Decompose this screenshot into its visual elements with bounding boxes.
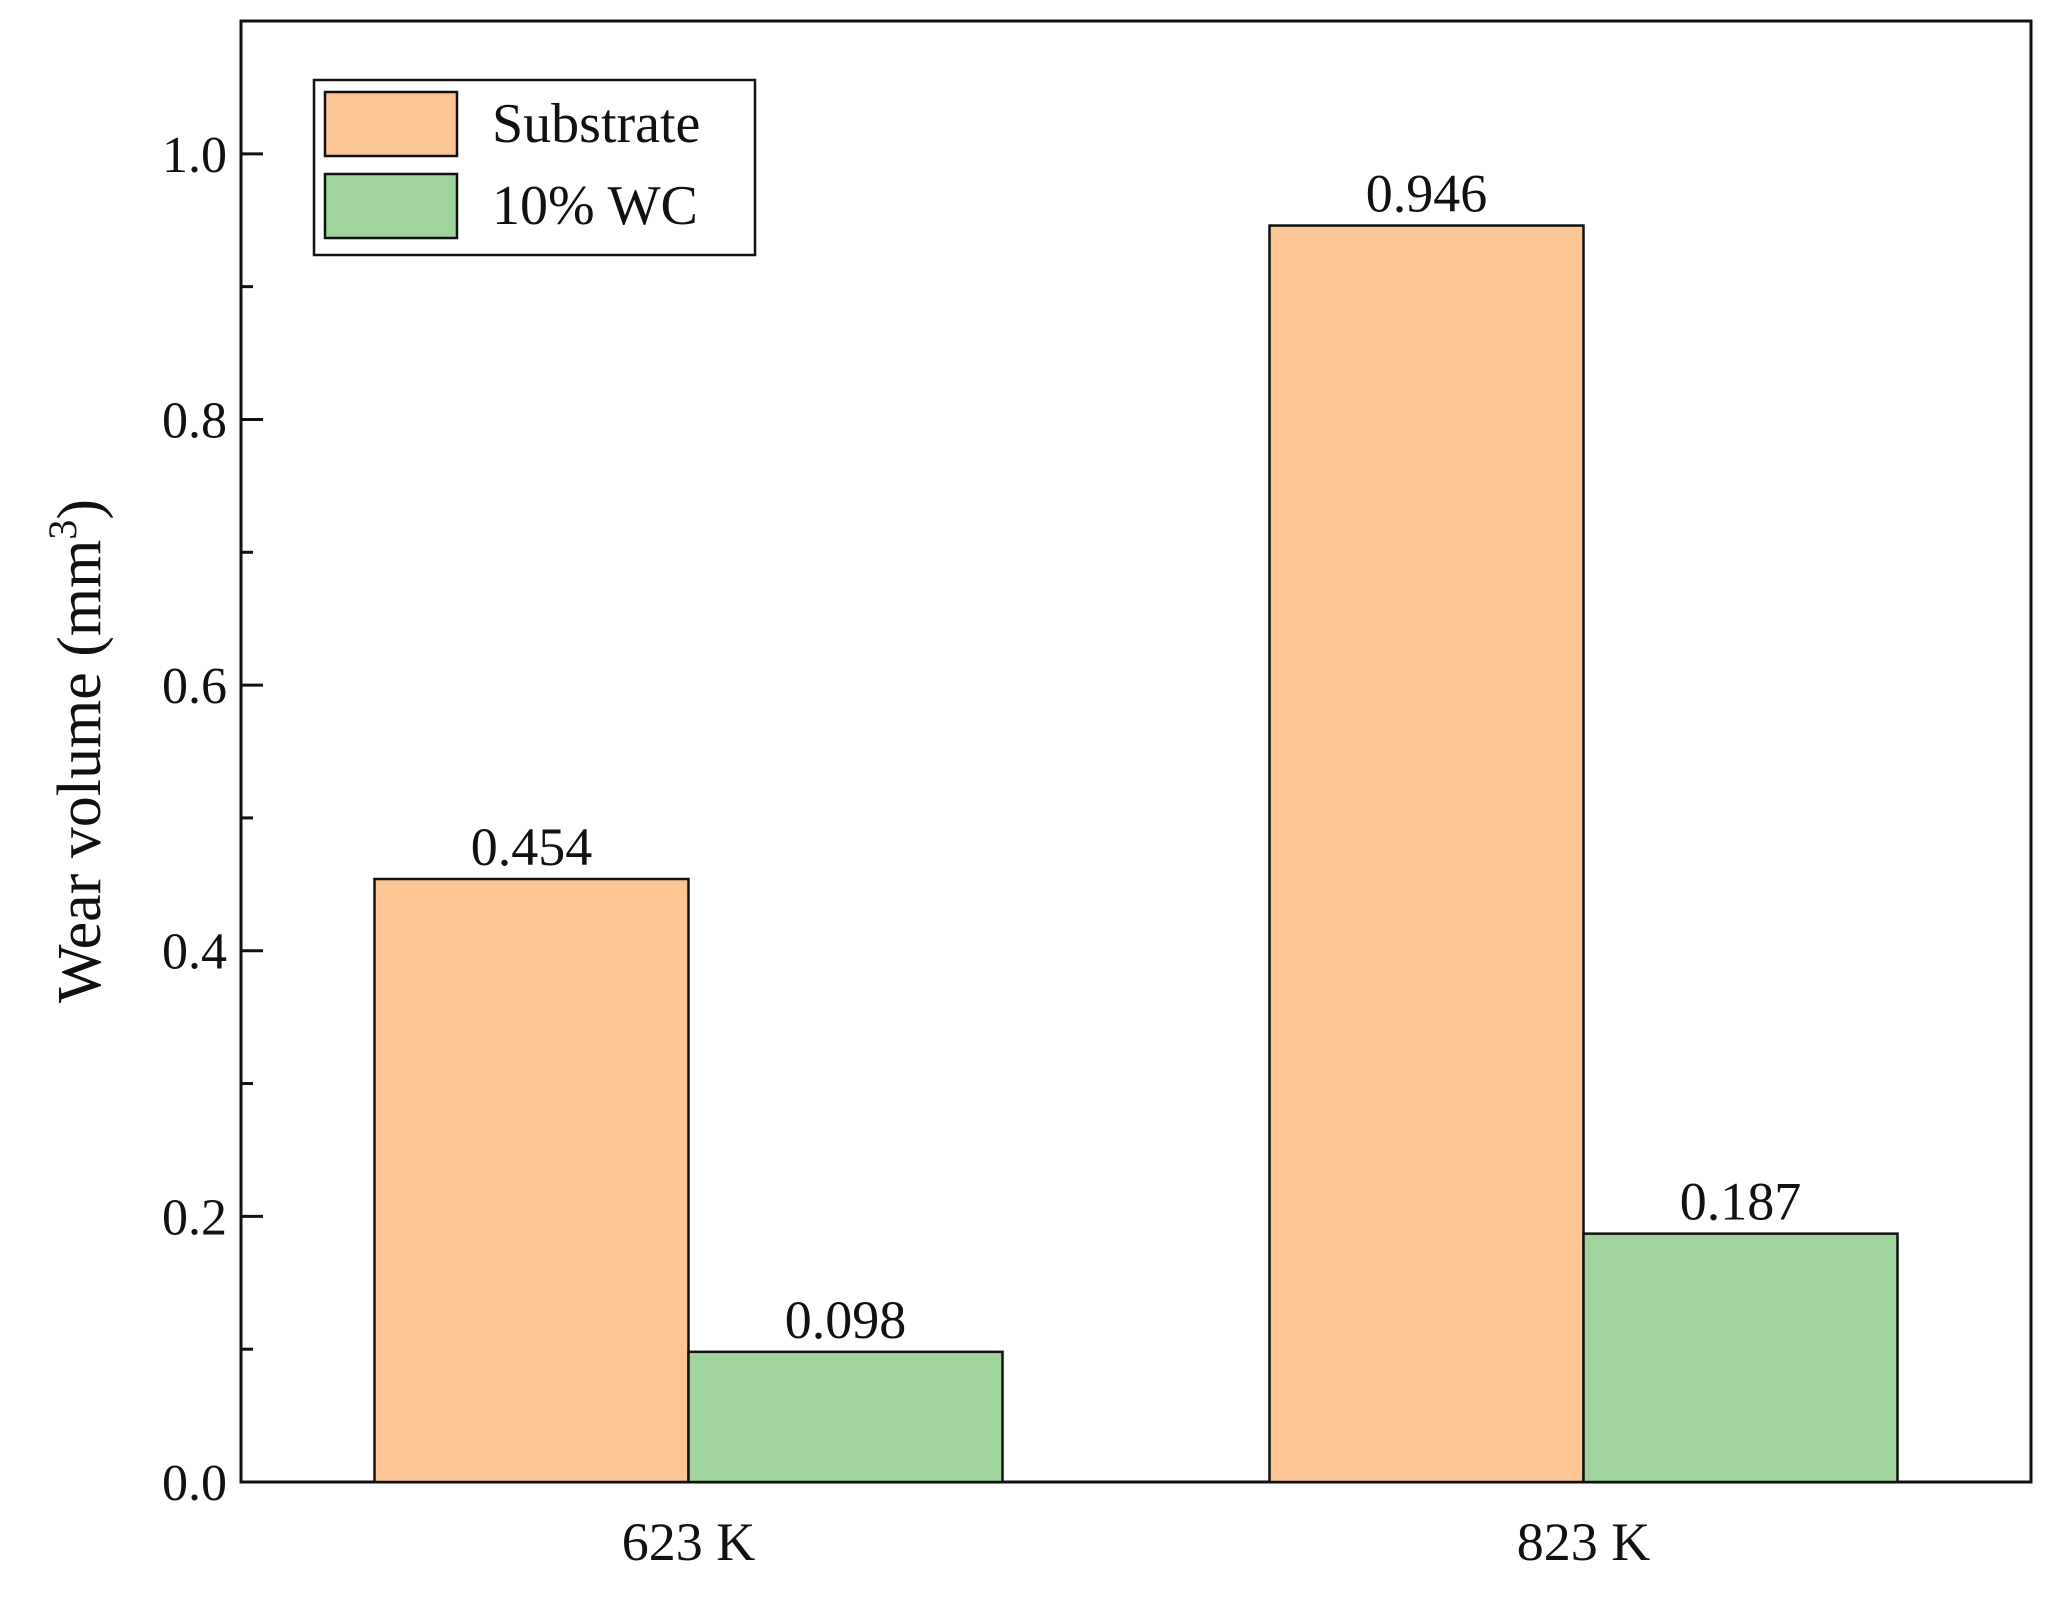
bar: [373, 877, 690, 1484]
bar-value-label: 0.187: [1680, 1172, 1802, 1232]
bar: [1582, 1232, 1899, 1484]
y-tick-label: 0.8: [162, 392, 227, 449]
x-category-label: 623 K: [622, 1512, 756, 1572]
bars: [373, 224, 1899, 1484]
y-axis: 0.0 0.2 0.4 0.6 0.8 1.0: [162, 127, 263, 1512]
bar-value-label: 0.454: [471, 817, 593, 877]
y-tick-label: 0.2: [162, 1189, 227, 1246]
x-category-label: 823 K: [1517, 1512, 1651, 1572]
y-tick-label: 1.0: [162, 127, 227, 184]
y-tick-label: 0.4: [162, 924, 227, 981]
y-axis-title: Wear volume (mm3): [40, 499, 114, 1003]
plot-frame: [239, 19, 2033, 1484]
data-labels: 0.454 0.098 0.946 0.187: [471, 164, 1802, 1350]
bar-value-label: 0.098: [785, 1290, 907, 1350]
bar: [687, 1350, 1004, 1484]
bar: [1268, 224, 1585, 1484]
y-tick-label: 0.6: [162, 658, 227, 715]
legend-label: 10% WC: [492, 175, 698, 237]
legend-label: Substrate: [492, 93, 700, 155]
bar-value-label: 0.946: [1366, 164, 1488, 224]
legend-swatch: [323, 90, 459, 158]
y-tick-label: 0.0: [162, 1455, 227, 1512]
legend-swatch: [323, 172, 459, 240]
legend: Substrate 10% WC: [312, 78, 757, 257]
